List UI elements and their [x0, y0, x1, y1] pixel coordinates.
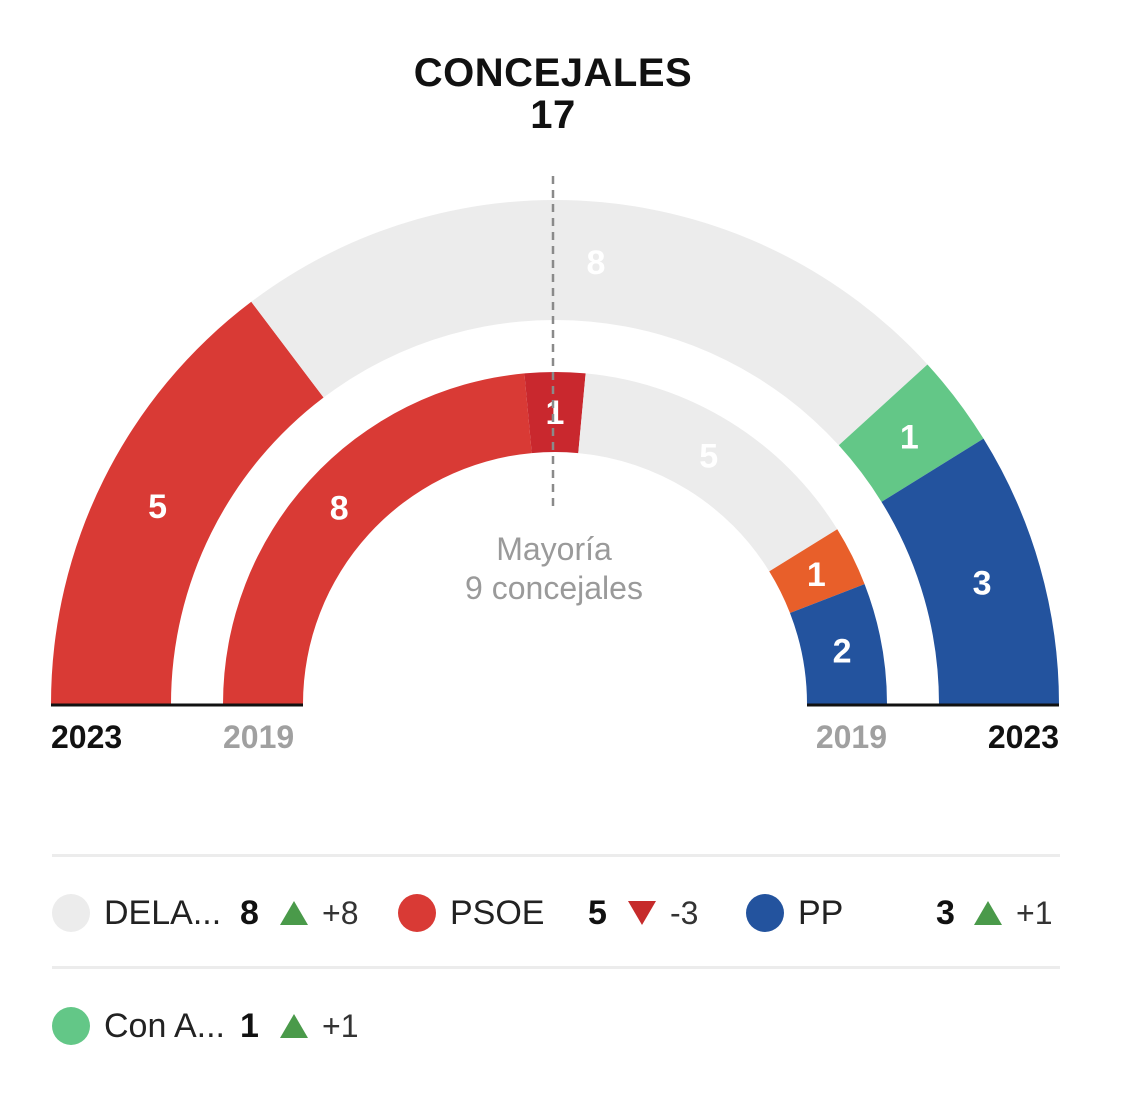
seat-count-label-2019-2: 5 [699, 438, 718, 476]
seat-segment-2023-0[interactable] [51, 301, 324, 704]
seat-count-label-2019-0: 8 [330, 489, 349, 527]
legend-change-value: +8 [322, 894, 359, 931]
legend-divider-top [52, 854, 1060, 857]
year-label-2019-left: 2019 [223, 719, 294, 755]
up-arrow-icon [280, 1014, 308, 1038]
legend-change-value: +1 [322, 1007, 359, 1044]
total-seats: 17 [530, 93, 576, 137]
legend-change: +1 [974, 883, 1052, 943]
seat-count-label-2019-1: 1 [546, 394, 565, 432]
seat-count-label-2019-3: 1 [807, 556, 826, 594]
legend-item-pp[interactable]: PP [746, 883, 843, 943]
legend-change-value: +1 [1016, 894, 1053, 931]
seat-segment-2019-1[interactable] [524, 371, 586, 454]
seat-segment-2023-2[interactable] [838, 364, 984, 502]
seat-segment-2023-1[interactable] [251, 199, 928, 446]
up-arrow-icon [974, 901, 1002, 925]
legend-seats: 5 [588, 893, 607, 932]
legend-swatch-pp [746, 894, 784, 932]
legend-item-psoe[interactable]: PSOE [398, 883, 544, 943]
legend-change: +1 [280, 996, 358, 1056]
seat-segment-2019-0[interactable] [223, 373, 532, 704]
legend-swatch-psoe [398, 894, 436, 932]
legend-row-2: Con A... 1 +1 [52, 996, 1060, 1056]
legend-swatch-con-a [52, 1007, 90, 1045]
legend-party-name: PP [798, 893, 844, 932]
legend-change-value: -3 [670, 894, 699, 931]
majority-label-line1: Mayoría [496, 531, 612, 567]
year-label-2023-left: 2023 [51, 719, 122, 755]
down-arrow-icon [628, 901, 656, 925]
seat-count-label-2023-1: 8 [587, 244, 606, 282]
seat-segment-2019-2[interactable] [578, 373, 838, 572]
legend-party-name: PSOE [450, 893, 545, 932]
chart-title: CONCEJALES 17 [0, 52, 1106, 136]
majority-label-line2: 9 concejales [465, 570, 643, 606]
legend-item-dela[interactable]: DELA... [52, 883, 221, 943]
year-label-2019-right: 2019 [816, 719, 887, 755]
legend-change: -3 [628, 883, 698, 943]
legend-seats: 1 [240, 1006, 259, 1045]
seat-count-label-2023-0: 5 [148, 488, 167, 526]
year-label-2023-right: 2023 [988, 719, 1059, 755]
seat-count-label-2019-4: 2 [833, 632, 852, 670]
legend-divider-middle [52, 966, 1060, 969]
legend-change: +8 [280, 883, 358, 943]
seat-count-label-2023-2: 1 [900, 418, 919, 456]
seat-segment-2023-3[interactable] [881, 438, 1059, 704]
legend-row-1: DELA... 8 +8 PSOE 5 -3 PP 3 +1 [52, 883, 1060, 943]
legend-party-name: Con A... [104, 1006, 225, 1045]
seat-count-label-2023-3: 3 [973, 564, 992, 602]
legend-item-con-a[interactable]: Con A... [52, 996, 225, 1056]
up-arrow-icon [280, 901, 308, 925]
legend-seats: 8 [240, 893, 259, 932]
legend-swatch-dela [52, 894, 90, 932]
legend-party-name: DELA... [104, 893, 222, 932]
seat-segment-2019-4[interactable] [789, 584, 887, 704]
seat-segment-2019-3[interactable] [769, 529, 865, 613]
legend-seats: 3 [936, 893, 955, 932]
title-text: CONCEJALES [413, 51, 693, 95]
